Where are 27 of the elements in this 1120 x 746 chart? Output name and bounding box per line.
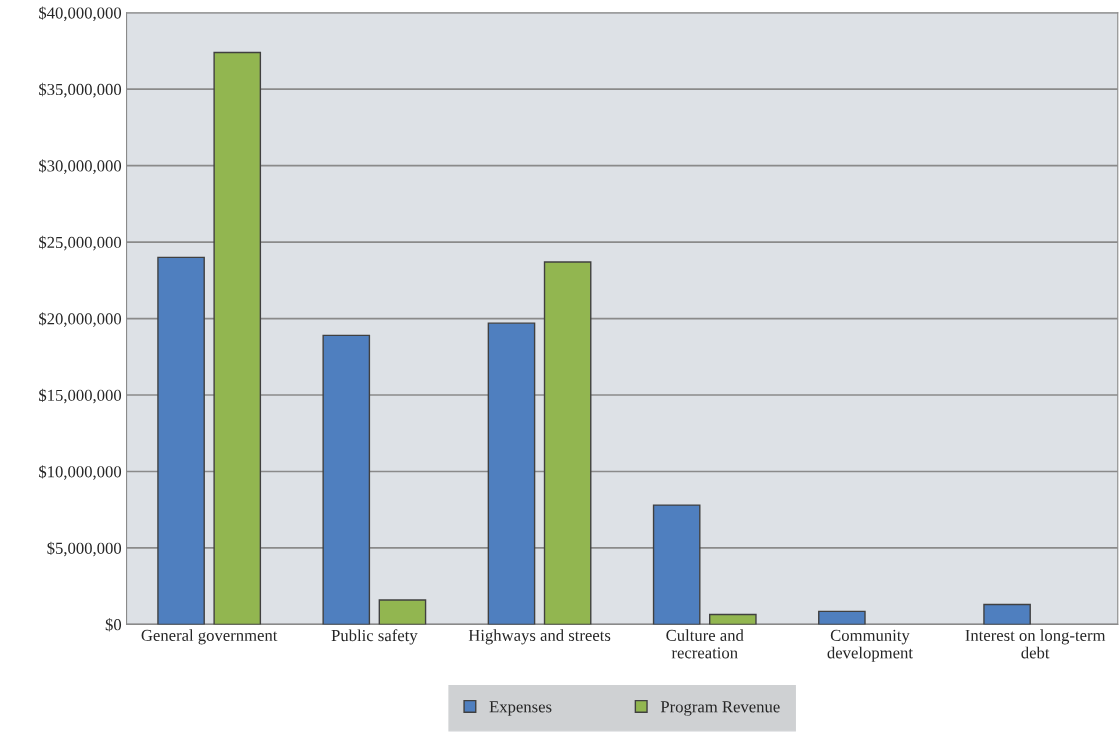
x-tick-label: Public safety	[331, 629, 418, 645]
bar	[818, 610, 866, 625]
bar	[322, 334, 371, 625]
legend-label: Program Revenue	[660, 701, 780, 716]
bar	[983, 603, 1031, 625]
x-tick-label: General government	[141, 629, 278, 645]
x-tick-label: Highways and streets	[468, 629, 611, 645]
y-tick-label: $30,000,000	[39, 159, 122, 174]
bar	[157, 256, 205, 625]
y-tick-label: $0	[105, 618, 122, 632]
legend-label: Expenses	[489, 701, 552, 716]
bar	[543, 261, 592, 625]
bar	[709, 613, 757, 625]
y-tick-label: $15,000,000	[39, 388, 122, 404]
y-tick-label: $35,000,000	[39, 82, 122, 98]
y-tick-label: $10,000,000	[39, 465, 122, 480]
x-tick-label: Community development	[827, 629, 913, 662]
x-tick-label: Culture and recreation	[666, 629, 744, 659]
bar	[213, 51, 262, 625]
x-tick-label: Interest on long-term debt	[965, 629, 1106, 659]
y-tick-label: $5,000,000	[47, 541, 122, 557]
y-tick-label: $40,000,000	[39, 6, 122, 22]
y-tick-label: $25,000,000	[39, 235, 122, 251]
bar	[487, 322, 536, 625]
bar	[378, 599, 427, 625]
bar	[652, 504, 701, 625]
y-tick-label: $20,000,000	[39, 312, 122, 327]
